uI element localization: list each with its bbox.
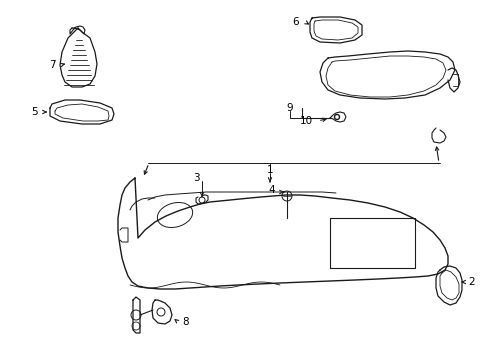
- Text: 6: 6: [292, 17, 299, 27]
- Text: 10: 10: [299, 116, 312, 126]
- Text: 4: 4: [268, 185, 275, 195]
- Text: 2: 2: [468, 277, 474, 287]
- Text: 8: 8: [183, 317, 189, 327]
- Text: 3: 3: [192, 173, 199, 183]
- Text: 7: 7: [49, 60, 55, 70]
- Text: 1: 1: [266, 165, 273, 175]
- Text: 9: 9: [286, 103, 293, 113]
- Text: 5: 5: [31, 107, 37, 117]
